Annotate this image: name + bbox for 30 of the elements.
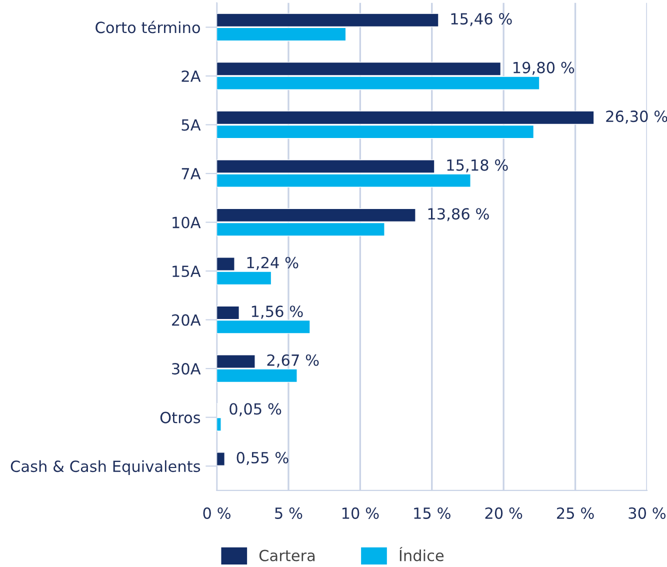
data-label: 15,18 % (447, 159, 508, 172)
bar (216, 452, 226, 466)
legend-label: Cartera (259, 550, 315, 562)
y-tick-label: 30A (172, 363, 201, 375)
y-tick-label: 7A (182, 168, 201, 180)
data-label: 1,56 % (252, 306, 303, 319)
x-tick-label: 15 % (414, 507, 450, 519)
data-label: 0,05 % (230, 403, 282, 416)
data-label: 26,30 % (606, 110, 667, 124)
y-tick-label: 5A (182, 119, 201, 131)
x-tick-label: 20 % (485, 507, 522, 519)
data-label: 1,24 % (247, 256, 298, 270)
x-tick-label: 25 % (557, 507, 594, 519)
data-label: 13,86 % (428, 208, 489, 222)
x-tick-label: 30 % (628, 507, 666, 519)
y-tick-label: 2A (182, 70, 201, 82)
y-tick-label: Corto término (96, 20, 200, 34)
legend-label: Índice (400, 546, 444, 562)
y-tick-label: 15A (172, 266, 201, 278)
data-label: 0,55 % (236, 452, 288, 465)
data-label: 2,67 % (267, 354, 319, 368)
x-tick-label: 10 % (342, 507, 379, 519)
x-tick-label: 5 % (275, 507, 302, 519)
data-label: 15,46 % (451, 13, 512, 26)
y-tick-label: 20A (172, 314, 201, 326)
y-tick-label: Cash & Cash Equivalents (10, 460, 200, 476)
data-label: 19,80 % (514, 62, 574, 75)
x-tick-label: 0 % (203, 507, 230, 519)
y-tick-label: Otros (160, 412, 200, 424)
y-tick-label: 10A (172, 216, 201, 228)
